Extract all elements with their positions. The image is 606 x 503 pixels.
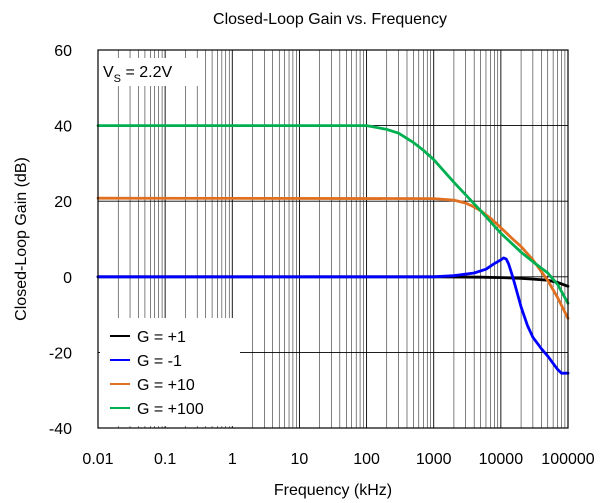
y-tick-label: -40 [49,421,72,438]
vs-annotation: VS = 2.2V [103,64,172,85]
x-tick-labels: 0.01 0.1 1 10 100 1000 10000 100000 [82,451,594,468]
annotation-background [100,58,198,86]
y-tick-label: 60 [54,43,72,60]
y-axis-label: Closed-Loop Gain (dB) [13,157,30,321]
x-tick-label: 1 [228,451,237,468]
legend-label: G = -1 [137,353,182,370]
y-tick-label: 20 [54,194,72,211]
series-line-g-plus-10 [96,196,570,320]
vs-annotation-main: V [103,64,114,81]
x-tick-label: 0.01 [82,451,113,468]
series-line-g-plus-100 [96,124,570,305]
y-tick-label: -20 [49,345,72,362]
x-tick-label: 10 [291,451,309,468]
x-tick-label: 100000 [541,451,594,468]
chart-title: Closed-Loop Gain vs. Frequency [213,11,447,28]
x-tick-label: 100 [353,451,380,468]
legend: G = +1 G = -1 G = +10 G = +100 [100,318,240,426]
vs-annotation-sub: S [114,73,121,85]
y-tick-labels: -40 -20 0 20 40 60 [49,43,72,438]
series-line-g-plus-1 [96,275,570,288]
vs-annotation-rest: = 2.2V [121,64,172,81]
y-tick-label: 40 [54,119,72,136]
y-tick-label: 0 [63,270,72,287]
x-tick-label: 10000 [479,451,524,468]
x-tick-label: 0.1 [154,451,176,468]
legend-label: G = +10 [137,377,195,394]
series-layer [96,124,570,375]
legend-label: G = +100 [137,401,204,418]
x-tick-label: 1000 [416,451,452,468]
legend-label: G = +1 [137,329,186,346]
plot-frame [97,49,569,429]
x-axis-label: Frequency (kHz) [274,482,392,499]
series-line-g-minus-1 [96,256,570,375]
